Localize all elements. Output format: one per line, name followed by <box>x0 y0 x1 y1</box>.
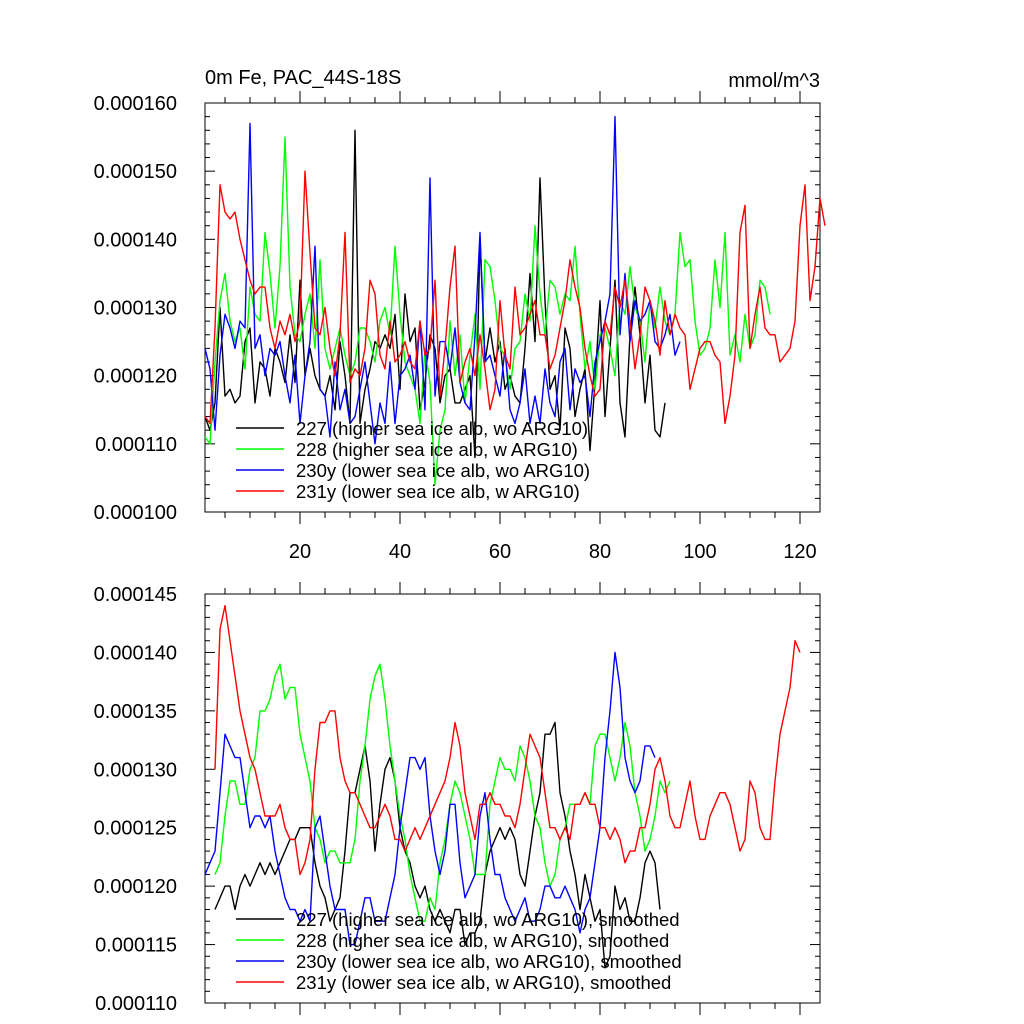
legend-label: 231y (lower sea ice alb, w ARG10) <box>296 481 580 502</box>
series-line-3 <box>204 170 826 425</box>
top-legend: 227 (higher sea ice alb, wo ARG10)228 (h… <box>236 418 590 502</box>
top-chart-title: 0m Fe, PAC_44S-18S <box>205 67 401 89</box>
top-axis-ticks: 0.000100 0.000110 0.000120 0.000130 0.000140… <box>94 91 820 563</box>
bottom-plot-frame <box>204 593 821 1004</box>
y-tick-label: 0.000140 <box>94 229 177 251</box>
legend-label: 230y (lower sea ice alb, wo ARG10) <box>296 460 590 481</box>
y-tick-label: 0.000130 <box>94 298 177 320</box>
legend-label: 227 (higher sea ice alb, wo ARG10), smoo… <box>296 909 680 930</box>
y-tick-label: 0.000120 <box>94 366 177 388</box>
x-tick-label: 40 <box>389 541 411 563</box>
y-tick-label: 0.000110 <box>95 434 177 456</box>
legend-label: 228 (higher sea ice alb, w ARG10) <box>296 439 578 460</box>
y-tick-label: 0.000110 <box>95 993 177 1015</box>
legend-label: 227 (higher sea ice alb, wo ARG10) <box>296 418 588 439</box>
y-tick-label: 0.000150 <box>94 161 177 183</box>
bottom-panel: 0.000110 0.000115 0.000120 0.000125 0.000130… <box>94 582 821 1015</box>
legend-label: 231y (lower sea ice alb, w ARG10), smoot… <box>296 972 671 993</box>
series-line-0 <box>204 129 666 459</box>
y-tick-label: 0.000145 <box>94 584 177 606</box>
x-tick-label: 100 <box>683 541 716 563</box>
y-tick-label: 0.000120 <box>94 876 177 898</box>
legend-label: 228 (higher sea ice alb, w ARG10), smoot… <box>296 930 669 951</box>
x-tick-label: 60 <box>489 541 511 563</box>
y-tick-label: 0.000130 <box>94 759 177 781</box>
bottom-legend: 227 (higher sea ice alb, wo ARG10), smoo… <box>236 909 682 993</box>
x-tick-label: 20 <box>289 541 311 563</box>
legend-label: 230y (lower sea ice alb, wo ARG10), smoo… <box>296 951 682 972</box>
top-series-lines <box>204 115 826 486</box>
y-tick-label: 0.000125 <box>94 818 177 840</box>
series-line-1 <box>204 136 771 486</box>
series-line-0 <box>214 721 661 969</box>
top-chart-units: mmol/m^3 <box>728 70 820 92</box>
top-panel: 0m Fe, PAC_44S-18S mmol/m^3 0.0001000.00… <box>94 67 826 563</box>
bottom-series-lines <box>204 605 801 969</box>
y-tick-label: 0.000100 <box>94 502 177 524</box>
x-tick-label: 120 <box>783 541 816 563</box>
series-line-2 <box>204 115 681 445</box>
y-tick-label: 0.000160 <box>94 93 177 115</box>
series-line-3 <box>214 605 801 876</box>
series-line-1 <box>214 663 671 922</box>
y-tick-label: 0.000135 <box>94 701 177 723</box>
x-tick-label: 80 <box>589 541 611 563</box>
bottom-axis-ticks: 0.000110 0.000115 0.000120 0.000125 0.000130… <box>94 582 820 1015</box>
y-tick-label: 0.000115 <box>95 935 177 957</box>
y-tick-label: 0.000140 <box>94 642 177 664</box>
